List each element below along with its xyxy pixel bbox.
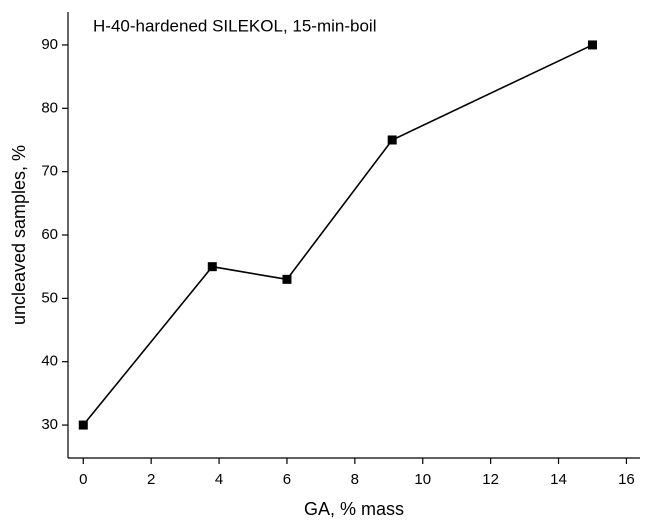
x-tick-label: 12: [482, 471, 499, 488]
data-point: [587, 40, 597, 50]
x-tick-label: 16: [618, 471, 635, 488]
x-tick-label: 0: [79, 471, 87, 488]
y-axis-label: uncleaved samples, %: [9, 145, 29, 325]
data-point: [387, 135, 397, 145]
y-tick-label: 80: [41, 99, 58, 116]
x-tick-label: 2: [147, 471, 155, 488]
x-tick-label: 6: [283, 471, 291, 488]
series-line: [82, 44, 593, 426]
x-tick-label: 8: [351, 471, 359, 488]
y-tick-label: 70: [41, 163, 58, 180]
y-tick-label: 90: [41, 36, 58, 53]
chart-title: H-40-hardened SILEKOL, 15-min-boil: [93, 16, 376, 35]
x-tick-label: 14: [550, 471, 567, 488]
x-tick-label: 4: [215, 471, 223, 488]
x-axis-label: GA, % mass: [304, 499, 404, 519]
y-tick-label: 50: [41, 289, 58, 306]
y-tick-label: 60: [41, 226, 58, 243]
y-tick-label: 40: [41, 353, 58, 370]
y-tick-label: 30: [41, 416, 58, 433]
data-point: [78, 420, 88, 430]
data-point: [207, 262, 217, 272]
x-tick-label: 10: [414, 471, 431, 488]
data-point: [282, 274, 292, 284]
